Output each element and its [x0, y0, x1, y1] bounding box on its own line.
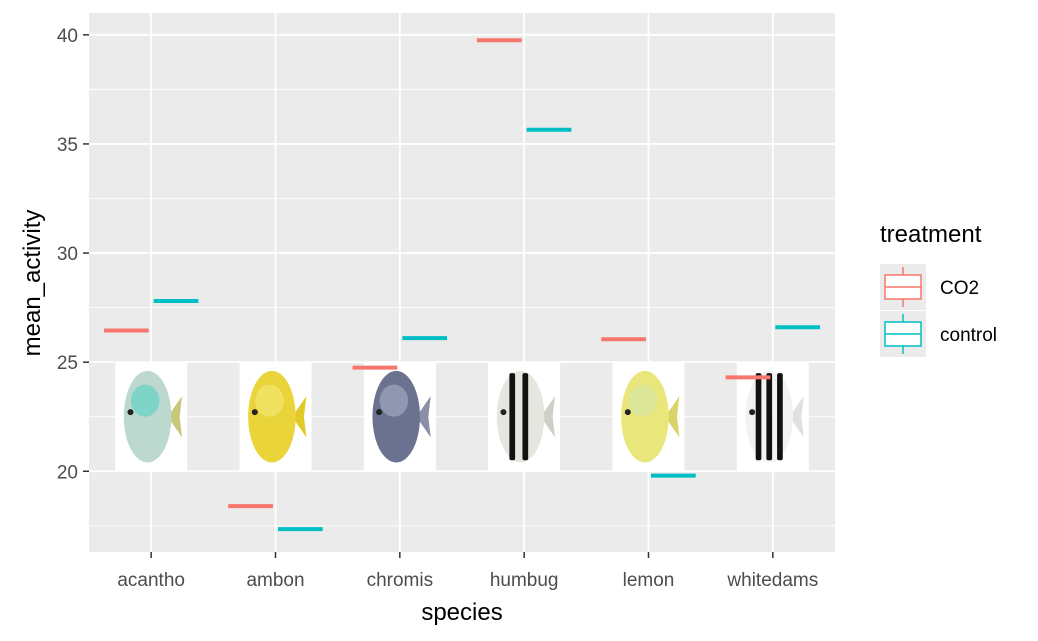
y-tick-label: 35 — [57, 135, 78, 156]
x-axis-title: species — [421, 599, 502, 626]
fish-images — [115, 362, 809, 472]
x-tick-label: lemon — [623, 570, 675, 591]
legend-key-co2 — [880, 264, 926, 310]
x-tick-label: acantho — [117, 570, 185, 591]
y-tick-label: 40 — [57, 26, 78, 47]
x-tick-label: humbug — [490, 570, 559, 591]
whitedams-fish-icon — [736, 362, 809, 472]
y-tick-label: 25 — [57, 353, 78, 374]
legend-label: control — [940, 325, 997, 346]
y-axis: 20 25 30 35 40 — [57, 26, 89, 483]
y-tick-label: 20 — [57, 462, 78, 483]
box-marks — [103, 38, 821, 532]
y-tick-label: 30 — [57, 244, 78, 265]
legend: treatment CO2 control — [880, 221, 997, 357]
x-tick-label: whitedams — [726, 570, 818, 591]
plot-panel — [89, 13, 835, 552]
y-axis-title: mean_activity — [19, 210, 46, 357]
x-tick-label: chromis — [367, 570, 434, 591]
chromis-fish-icon — [363, 362, 436, 472]
acantho-fish-icon — [115, 362, 188, 472]
x-axis: acantho ambon chromis humbug lemon whitedams — [117, 552, 818, 591]
legend-key-control — [880, 311, 926, 357]
x-tick-label: ambon — [246, 570, 304, 591]
legend-label: CO2 — [940, 278, 979, 299]
lemon-fish-icon — [612, 362, 685, 472]
ambon-fish-icon — [239, 362, 312, 472]
legend-title: treatment — [880, 221, 982, 248]
humbug-fish-icon — [488, 362, 561, 472]
